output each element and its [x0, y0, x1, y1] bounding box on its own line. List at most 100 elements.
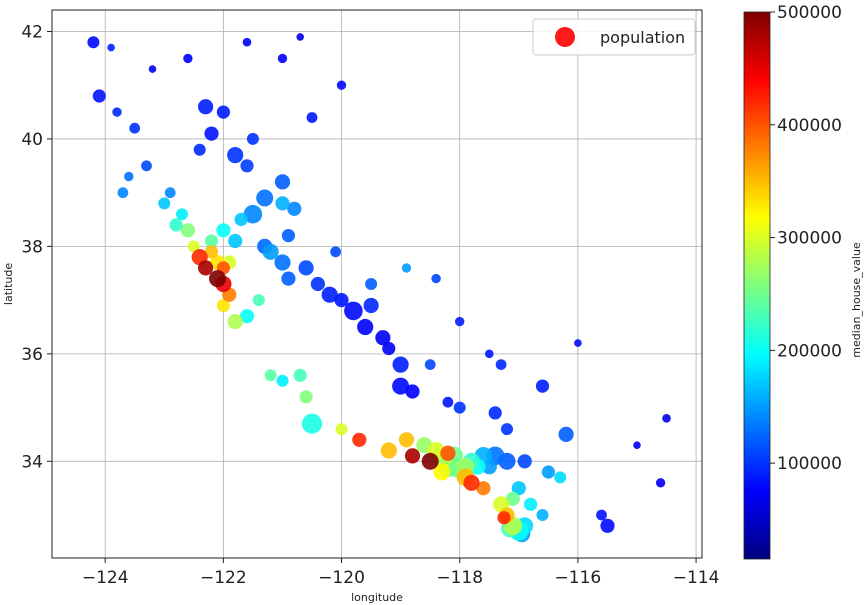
data-point: [92, 89, 106, 103]
data-point: [164, 187, 176, 199]
x-tick-label: −120: [318, 568, 365, 588]
data-point: [299, 390, 313, 404]
data-point: [440, 445, 456, 461]
data-point: [275, 196, 290, 211]
data-point: [392, 377, 410, 395]
data-point: [352, 432, 367, 447]
data-point: [204, 234, 219, 248]
data-point: [433, 463, 451, 481]
colorbar-label: median_house_value: [850, 242, 863, 358]
data-point: [517, 454, 532, 469]
colorbar-tick-label: 200000: [777, 341, 842, 361]
data-point: [287, 201, 302, 216]
data-point: [655, 478, 666, 488]
data-point: [252, 294, 265, 307]
colorbar-tick-label: 400000: [777, 116, 842, 136]
data-point: [497, 511, 511, 525]
x-axis-label: longitude: [351, 591, 403, 604]
data-point: [274, 254, 291, 271]
data-point: [124, 171, 134, 182]
data-point: [596, 509, 607, 521]
x-tick-label: −122: [200, 568, 247, 588]
y-tick-label: 34: [21, 452, 43, 472]
data-point: [227, 314, 243, 330]
data-point: [227, 147, 244, 164]
data-point: [442, 396, 454, 408]
y-tick-label: 42: [21, 22, 43, 42]
data-point: [633, 441, 641, 450]
y-tick-label: 38: [21, 237, 43, 257]
x-tick-label: −124: [82, 568, 129, 588]
data-point: [243, 204, 263, 224]
colorbar-tick-label: 300000: [777, 229, 842, 249]
plot-frame: [51, 9, 703, 559]
y-axis-label: latitude: [2, 263, 15, 305]
data-point: [488, 406, 502, 420]
data-point: [662, 414, 671, 423]
data-point: [87, 36, 100, 49]
data-point: [240, 159, 254, 173]
data-point: [306, 112, 318, 123]
data-point: [574, 339, 582, 347]
data-point: [296, 33, 305, 41]
legend-box: [532, 18, 696, 56]
data-point: [180, 223, 195, 238]
data-point: [535, 379, 550, 393]
data-point: [262, 243, 279, 260]
data-point: [421, 452, 439, 470]
data-point: [424, 359, 436, 370]
data-point: [398, 432, 415, 448]
data-point: [554, 471, 567, 484]
y-tick-label: 40: [21, 130, 43, 150]
colorbar-ticks: 100000 200000 300000 400000 500000: [770, 3, 842, 474]
data-point: [336, 80, 347, 90]
data-point: [129, 122, 141, 134]
data-point: [365, 278, 378, 290]
data-point: [216, 298, 230, 313]
data-point: [501, 423, 513, 436]
data-point: [455, 316, 465, 327]
data-point: [193, 143, 206, 156]
colorbar: 100000 200000 300000 400000 500000 median_ho…: [743, 3, 863, 560]
data-point: [382, 341, 396, 356]
legend-label: population: [600, 28, 685, 47]
data-point: [234, 212, 248, 227]
data-point: [216, 223, 231, 238]
data-point: [495, 359, 507, 370]
data-point: [380, 442, 397, 459]
colorbar-bar: [743, 11, 771, 560]
data-point: [293, 368, 307, 382]
data-point: [298, 260, 314, 276]
data-point: [209, 270, 226, 288]
data-point: [198, 260, 214, 276]
data-point: [242, 37, 252, 47]
y-tick-label: 36: [21, 345, 43, 365]
colorbar-tick-label: 500000: [777, 3, 842, 23]
data-point: [541, 465, 556, 479]
data-point: [216, 105, 230, 119]
x-tick-label: −118: [436, 568, 483, 588]
data-points: [87, 33, 671, 543]
data-point: [335, 423, 348, 436]
data-point: [264, 369, 277, 382]
data-point: [401, 263, 412, 273]
data-point: [463, 474, 480, 491]
data-point: [187, 240, 200, 253]
x-tick-label: −114: [673, 568, 720, 588]
data-point: [148, 65, 157, 73]
data-point: [246, 132, 259, 145]
data-point: [330, 246, 341, 258]
data-point: [281, 271, 296, 286]
x-axis-ticks: −124 −122 −120 −118 −116 −114: [82, 558, 720, 588]
data-point: [107, 43, 115, 52]
data-point: [357, 318, 374, 336]
data-point: [274, 174, 291, 190]
data-point: [344, 301, 363, 321]
data-point: [363, 297, 379, 314]
data-point: [183, 53, 193, 64]
colorbar-tick-label: 100000: [777, 454, 842, 474]
data-point: [276, 374, 289, 387]
data-point: [158, 197, 171, 210]
data-point: [505, 491, 520, 506]
